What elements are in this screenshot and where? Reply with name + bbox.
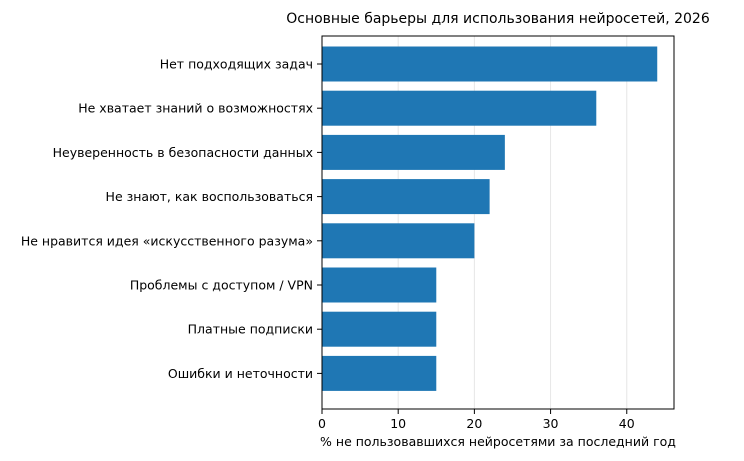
category-label: Проблемы с доступом / VPN (130, 278, 313, 293)
bar (322, 46, 658, 82)
bar (322, 355, 437, 391)
bar (322, 311, 437, 347)
category-label: Платные подписки (188, 322, 313, 337)
x-axis-ticks: 0 10 20 30 40 (318, 409, 635, 431)
category-labels: Нет подходящих задач Не хватает знаний о … (21, 57, 322, 381)
x-tick-label: 10 (390, 416, 406, 431)
chart-title: Основные барьеры для использования нейро… (286, 11, 710, 27)
category-label: Не знают, как воспользоваться (106, 189, 313, 204)
bar (322, 267, 437, 303)
x-tick-label: 0 (318, 416, 326, 431)
bars (322, 46, 658, 391)
bar (322, 223, 475, 259)
x-tick-label: 20 (466, 416, 482, 431)
plot-frame (321, 35, 675, 410)
category-label: Не нравится идея «искусственного разума» (21, 233, 313, 248)
x-tick-label: 40 (619, 416, 635, 431)
category-label: Не хватает знаний о возможностях (78, 101, 313, 116)
category-label: Неуверенность в безопасности данных (53, 145, 313, 160)
category-label: Ошибки и неточности (168, 366, 313, 381)
category-label: Нет подходящих задач (160, 57, 313, 72)
bar (322, 134, 505, 170)
x-axis-label: % не пользовавшихся нейросетями за после… (320, 434, 676, 449)
bar (322, 179, 490, 215)
x-tick-label: 30 (543, 416, 559, 431)
bar (322, 90, 597, 126)
